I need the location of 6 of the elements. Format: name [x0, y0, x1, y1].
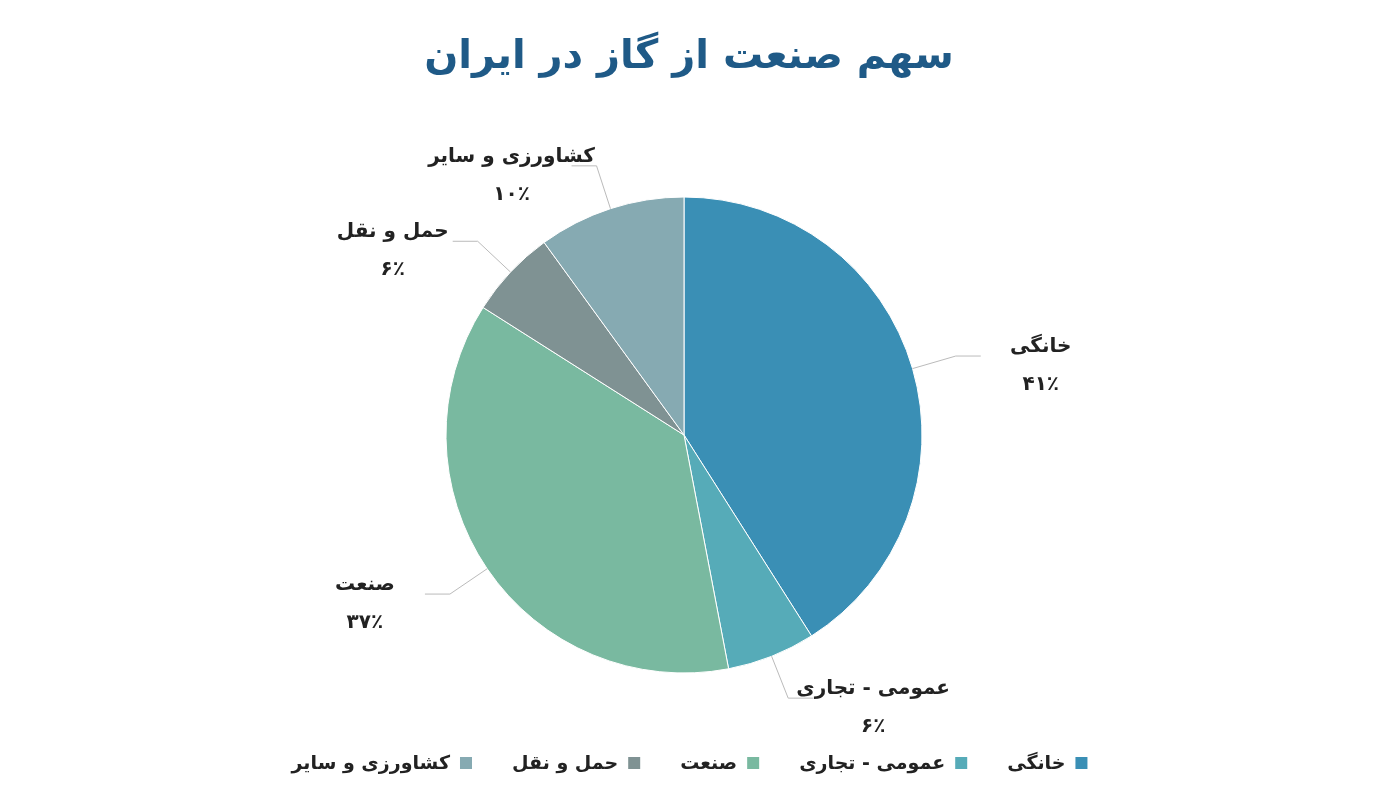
title: سهم صنعت از گاز در ایران [424, 31, 954, 77]
legend-label: حمل و نقل [511, 751, 619, 774]
legend-label: خانگی [1007, 751, 1066, 773]
legend-label: کشاورزی و سایر [290, 751, 451, 774]
legend-label: صنعت [680, 751, 738, 773]
legend-label: عمومی - تجاری [799, 751, 946, 774]
